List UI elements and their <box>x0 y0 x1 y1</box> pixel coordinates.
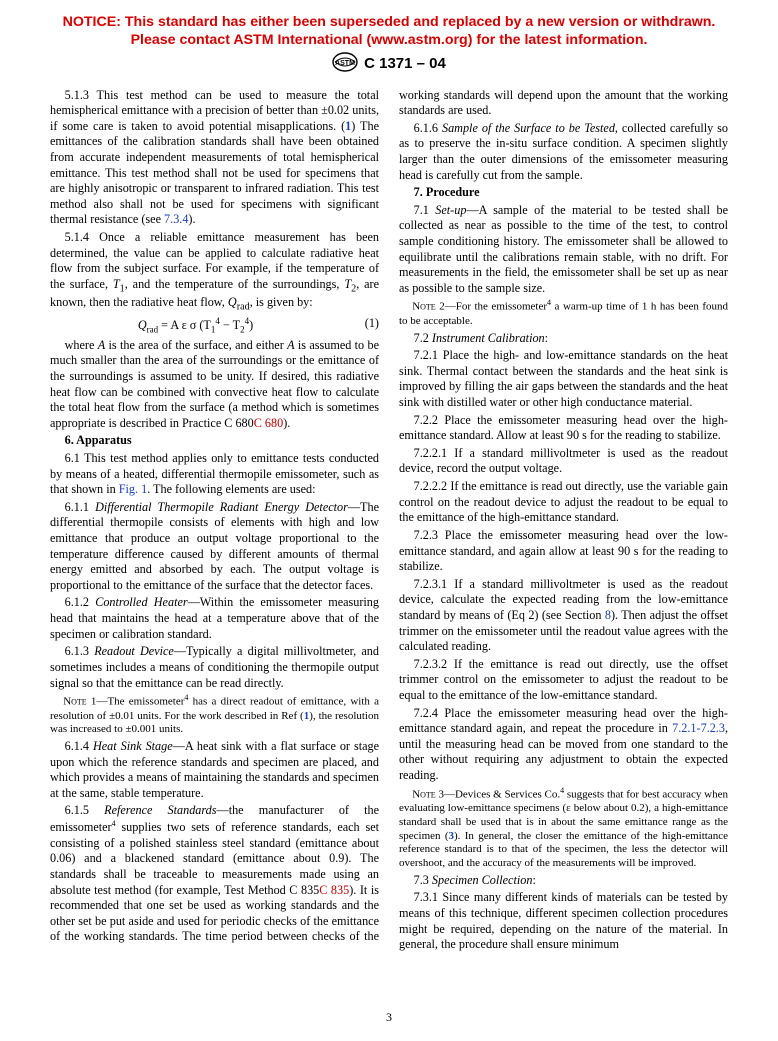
para-7-2-2-1: 7.2.2.1 If a standard millivoltmeter is … <box>399 446 728 477</box>
doc-title-line: ASTM C 1371 – 04 <box>50 52 728 76</box>
ref-fig-1[interactable]: Fig. 1 <box>119 482 147 496</box>
note-1: Note 1—The emissometer4 has a direct rea… <box>50 693 379 737</box>
para-7-2-1: 7.2.1 Place the high- and low-emittance … <box>399 348 728 410</box>
subhead-6-1-2: Controlled Heater <box>95 595 187 609</box>
subhead-6-1-5: Reference Standards <box>104 803 216 817</box>
ref-7-2-1-3[interactable]: 7.2.1-7.2.3 <box>672 721 725 735</box>
body-columns: 5.1.3 This test method can be used to me… <box>50 88 728 953</box>
doc-designation: C 1371 – 04 <box>364 55 446 72</box>
eq-number-1: (1) <box>350 316 379 332</box>
ref-c680[interactable]: C 680 <box>254 416 283 430</box>
page: NOTICE: This standard has either been su… <box>0 0 778 1041</box>
para-5-1-3: 5.1.3 This test method can be used to me… <box>50 88 379 228</box>
notice-line-2: Please contact ASTM International (www.a… <box>131 32 648 48</box>
page-number: 3 <box>0 1010 778 1025</box>
para-7-3: 7.3 Specimen Collection: <box>399 873 728 889</box>
para-where-A: where A is the area of the surface, and … <box>50 338 379 432</box>
para-7-2-3-2: 7.2.3.2 If the emittance is read out dir… <box>399 657 728 704</box>
subhead-6-1-1: Differential Thermopile Radiant Energy D… <box>95 500 348 514</box>
subhead-6-1-6: Sample of the Surface to be Tested <box>442 121 615 135</box>
para-7-2-3: 7.2.3 Place the emissometer measuring he… <box>399 528 728 575</box>
note-2: Note 2—For the emissometer4 a warm-up ti… <box>399 298 728 328</box>
subhead-7-3: Specimen Collection <box>432 873 533 887</box>
equation-1: Qrad = A ε σ (T14 − T24) (1) <box>50 316 379 336</box>
ref-c835[interactable]: C 835 <box>319 883 349 897</box>
para-7-2: 7.2 Instrument Calibration: <box>399 331 728 347</box>
para-6-1-3: 6.1.3 Readout Device—Typically a digital… <box>50 644 379 691</box>
para-5-1-4: 5.1.4 Once a reliable emittance measurem… <box>50 230 379 314</box>
svg-text:ASTM: ASTM <box>335 60 355 67</box>
para-6-1-1: 6.1.1 Differential Thermopile Radiant En… <box>50 500 379 594</box>
para-7-2-2: 7.2.2 Place the emissometer measuring he… <box>399 413 728 444</box>
para-6-1: 6.1 This test method applies only to emi… <box>50 451 379 498</box>
subhead-7-2: Instrument Calibration <box>432 331 545 345</box>
para-7-2-3-1: 7.2.3.1 If a standard millivoltmeter is … <box>399 577 728 655</box>
notice-line-1: NOTICE: This standard has either been su… <box>63 14 716 30</box>
para-6-1-4: 6.1.4 Heat Sink Stage—A heat sink with a… <box>50 739 379 801</box>
subhead-7-1: Set-up <box>435 203 466 217</box>
section-6-head: 6. Apparatus <box>50 433 379 449</box>
ref-7-3-4[interactable]: 7.3.4 <box>164 212 188 226</box>
para-7-1: 7.1 Set-up—A sample of the material to b… <box>399 203 728 297</box>
para-6-1-6: 6.1.6 Sample of the Surface to be Tested… <box>399 121 728 183</box>
para-7-2-2-2: 7.2.2.2 If the emittance is read out dir… <box>399 479 728 526</box>
section-7-head: 7. Procedure <box>399 185 728 201</box>
para-6-1-2: 6.1.2 Controlled Heater—Within the emiss… <box>50 595 379 642</box>
note-3: Note 3—Devices & Services Co.4 suggests … <box>399 786 728 871</box>
subhead-6-1-3: Readout Device <box>94 644 174 658</box>
para-7-2-4: 7.2.4 Place the emissometer measuring he… <box>399 706 728 784</box>
notice-banner: NOTICE: This standard has either been su… <box>50 14 728 50</box>
para-7-3-1: 7.3.1 Since many different kinds of mate… <box>399 890 728 952</box>
astm-logo-icon: ASTM <box>332 52 358 76</box>
subhead-6-1-4: Heat Sink Stage <box>93 739 173 753</box>
